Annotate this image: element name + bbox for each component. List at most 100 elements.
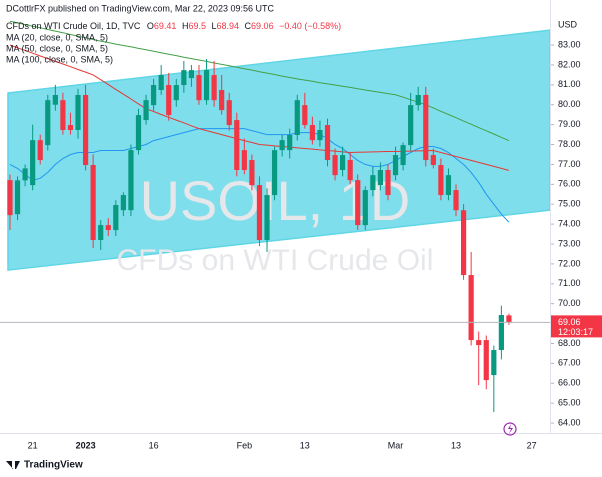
candle-body [430, 155, 436, 166]
y-tick-label: 81.00 [558, 79, 581, 89]
x-tick-label: 21 [28, 440, 38, 450]
candle-body [30, 140, 36, 186]
candle-body [491, 350, 497, 376]
candle-body [105, 225, 111, 231]
x-tick-label: 16 [149, 440, 159, 450]
candle-body [113, 205, 119, 231]
x-tick-label: Mar [388, 440, 404, 450]
x-tick-label: 27 [527, 440, 537, 450]
y-tick-label: 66.00 [558, 378, 581, 388]
candle-body [241, 150, 247, 170]
x-tick-label: 13 [451, 440, 461, 450]
candle-body [460, 210, 467, 276]
series-layer [0, 20, 550, 413]
candle-body [166, 85, 172, 116]
candle-body [52, 94, 58, 105]
author: DCottlrFX published on TradingView.com, … [6, 3, 274, 13]
price-tag-value: 69.06 [558, 317, 581, 327]
candle-body [385, 169, 391, 196]
y-tick-label: 67.00 [558, 358, 581, 368]
candle-body [294, 100, 300, 135]
candle-body [188, 70, 195, 79]
change: −0.40 (−0.58%) [279, 21, 341, 31]
candle-body [7, 180, 13, 216]
x-tick-label: 2023 [76, 440, 96, 450]
candle-body [377, 169, 384, 186]
y-tick-label: 68.00 [558, 338, 581, 348]
candle-body [90, 165, 96, 241]
candle-body [75, 94, 81, 131]
y-tick-label: 82.00 [558, 59, 581, 69]
candle-body [60, 100, 66, 131]
candle-body [234, 120, 240, 170]
ma-legend: MA (100, close, 0, SMA, 5) [6, 54, 113, 64]
candle-body [226, 100, 232, 126]
price-tag [551, 315, 602, 338]
candle-body [45, 100, 51, 146]
symbol: CFDs on WTI Crude Oil, 1D, TVC [6, 21, 141, 31]
candle-body [128, 150, 134, 211]
open-value: 69.41 [154, 21, 177, 31]
y-tick-label: 78.00 [558, 139, 581, 149]
y-tick-label: 83.00 [558, 39, 581, 49]
candle-body [143, 100, 149, 121]
currency: USD [558, 19, 578, 29]
candle-body [279, 140, 285, 151]
x-tick-label: 13 [300, 440, 310, 450]
candle-body [135, 115, 142, 151]
candle-body [309, 125, 315, 141]
candle-body [370, 175, 376, 191]
y-tick-label: 75.00 [558, 199, 581, 209]
ma-legend: MA (20, close, 0, SMA, 5) [6, 32, 108, 42]
y-tick-label: 71.00 [558, 278, 581, 288]
candle-body [453, 190, 459, 211]
alert-icon [503, 422, 517, 436]
y-tick-label: 65.00 [558, 398, 581, 408]
candle-body [392, 155, 399, 176]
x-tick-label: Feb [237, 440, 253, 450]
close-value: 69.06 [251, 21, 274, 31]
y-tick-label: 77.00 [558, 159, 581, 169]
price-tag-countdown: 12:03:17 [558, 327, 593, 337]
y-tick-label: 80.00 [558, 99, 581, 109]
ohlc-letter: O [147, 21, 154, 31]
y-tick-label: 79.00 [558, 119, 581, 129]
candle-body [287, 134, 293, 151]
candle-body [468, 275, 474, 341]
y-tick-label: 64.00 [558, 417, 581, 427]
candle-body [324, 125, 331, 161]
candle-body [264, 195, 270, 241]
candle-body [483, 340, 489, 381]
candle-body [332, 155, 338, 176]
candle-body [340, 155, 346, 170]
candle-body [355, 180, 361, 226]
y-tick-label: 73.00 [558, 238, 581, 248]
candle-body [506, 315, 512, 323]
y-tick-label: 74.00 [558, 218, 581, 228]
candle-body [120, 195, 126, 211]
watermark-sub: CFDs on WTI Crude Oil [117, 244, 434, 277]
ohlc-letter: L [211, 21, 216, 31]
candle-body [408, 105, 414, 146]
candle-body [196, 75, 202, 101]
candle-body [98, 225, 104, 241]
candle-body [415, 94, 421, 106]
candle-body [82, 94, 89, 166]
candle-body [211, 75, 217, 101]
candle-body [181, 70, 187, 86]
candle-body [249, 160, 255, 186]
candle-body [67, 125, 74, 131]
candle-body [423, 94, 429, 161]
footer: TradingView [6, 460, 83, 471]
candle-body [445, 175, 452, 196]
logo [6, 461, 20, 469]
candle-body [400, 145, 406, 166]
candle-body [438, 165, 444, 196]
candle-body [151, 85, 157, 106]
ohlc-letter: H [182, 21, 189, 31]
legend-symbol: CFDs on WTI Crude Oil, 1D, TVC O69.41 H 6… [6, 21, 341, 31]
candle-body [317, 130, 323, 141]
ma-legend: MA (50, close, 0, SMA, 5) [6, 43, 108, 53]
candle-body [302, 105, 308, 126]
y-tick-label: 70.00 [558, 298, 581, 308]
